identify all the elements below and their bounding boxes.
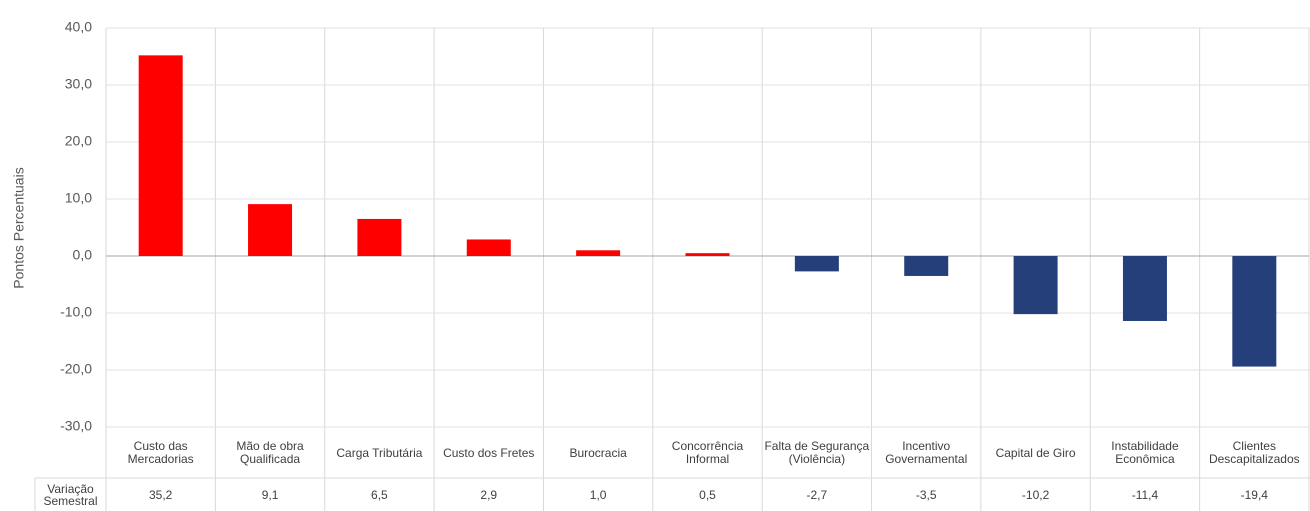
category-label: Mão de obra Qualificada [236,439,304,466]
category-label: Incentivo Governamental [885,439,968,466]
y-tick-label: 20,0 [65,133,92,149]
value-label: 6,5 [371,487,388,502]
category-label: Concorrência Informal [671,439,744,466]
value-label: 0,5 [699,487,716,502]
bar [138,55,183,256]
category-label: Falta de Segurança (Violência) [764,439,870,466]
category-label: Capital de Giro [995,445,1076,460]
y-tick-label: 10,0 [65,190,92,206]
y-tick-label: -20,0 [60,361,92,377]
y-tick-label: 0,0 [73,247,93,263]
bar [466,239,511,256]
bar [1013,256,1058,315]
bar [576,250,621,256]
value-label: -11,4 [1131,487,1159,502]
bar [794,256,839,272]
value-label: 2,9 [480,487,498,502]
value-label: -19,4 [1240,487,1268,502]
value-label: 9,1 [261,487,279,502]
bar [248,204,293,256]
y-axis-label: Pontos Percentuais [11,167,27,288]
y-tick-label: -10,0 [60,304,92,320]
bar [1232,256,1277,367]
category-label: Custo dos Fretes [443,445,535,460]
bar [1122,256,1167,321]
value-label: -3,5 [915,487,937,502]
category-label: Burocracia [569,445,627,460]
category-label: Custo das Mercadorias [127,439,194,466]
value-label: -10,2 [1021,487,1050,502]
category-label: Clientes Descapitalizados [1208,439,1300,466]
series-name: Variação Semestral [43,482,98,508]
y-tick-label: -30,0 [60,418,92,434]
bar [357,218,402,256]
value-label: -2,7 [806,487,828,502]
value-label: 35,2 [149,487,173,502]
value-label: 1,0 [589,487,607,502]
y-tick-label: 30,0 [65,76,92,92]
category-label: Instabilidade Econômica [1111,439,1179,466]
bar [904,256,949,276]
bar [685,253,730,256]
category-label: Carga Tributária [336,445,423,460]
y-tick-label: 40,0 [65,19,92,35]
